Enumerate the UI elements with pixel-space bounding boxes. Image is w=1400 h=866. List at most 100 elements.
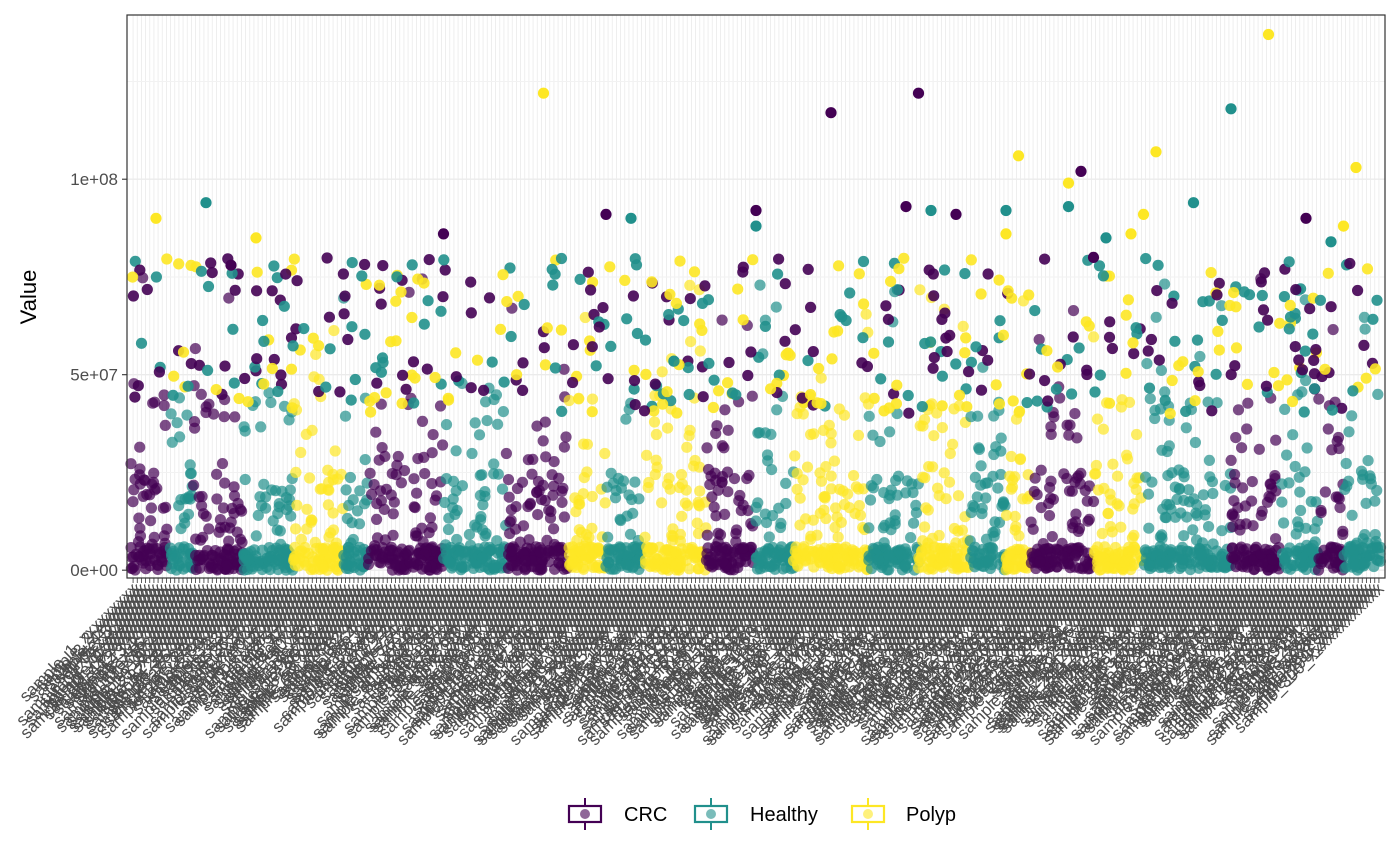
- data-point-healthy: [422, 295, 434, 307]
- data-point-polyp: [868, 392, 880, 404]
- data-point-crc: [1235, 541, 1247, 553]
- data-point-polyp: [586, 490, 598, 503]
- data-point-crc: [483, 292, 496, 304]
- data-point-crc: [1325, 301, 1337, 313]
- data-point-crc: [560, 431, 572, 443]
- data-point-crc: [1255, 276, 1267, 288]
- data-point-healthy: [164, 542, 176, 554]
- data-point-polyp: [820, 512, 832, 525]
- data-point-healthy: [497, 406, 509, 418]
- data-point-polyp: [1102, 507, 1114, 519]
- data-point-polyp: [512, 290, 524, 302]
- data-point-healthy: [1367, 313, 1379, 325]
- data-point-polyp: [935, 542, 947, 554]
- data-point-polyp: [924, 551, 937, 564]
- data-point-healthy: [1311, 515, 1323, 527]
- data-point-polyp: [310, 348, 322, 360]
- data-point-crc: [419, 468, 431, 480]
- data-point-polyp: [667, 530, 679, 543]
- data-point-crc: [439, 264, 451, 276]
- data-point-crc: [134, 469, 146, 481]
- data-point-polyp: [1230, 342, 1243, 354]
- data-point-crc: [532, 475, 545, 488]
- data-point-crc: [1334, 502, 1346, 514]
- data-point-healthy: [339, 410, 352, 422]
- data-point-crc: [228, 481, 240, 493]
- data-point-healthy: [1207, 487, 1219, 500]
- data-point-crc: [1039, 253, 1051, 265]
- data-point-healthy: [442, 523, 455, 536]
- data-point-healthy: [1369, 495, 1381, 507]
- data-point-healthy: [994, 315, 1006, 327]
- data-point-crc: [390, 469, 402, 481]
- data-point-polyp: [681, 500, 694, 512]
- data-point-crc: [1336, 402, 1348, 414]
- data-point-polyp: [1120, 367, 1132, 379]
- data-point-healthy: [359, 328, 371, 340]
- data-point-crc: [903, 407, 915, 419]
- data-point-crc: [975, 384, 988, 396]
- data-point-crc: [541, 534, 553, 547]
- data-point-healthy: [459, 545, 471, 557]
- data-point-polyp: [919, 521, 931, 533]
- data-point-crc: [553, 557, 565, 569]
- data-point-crc: [567, 376, 579, 389]
- data-point-healthy: [997, 498, 1009, 510]
- data-point-healthy: [246, 563, 258, 575]
- data-point-healthy: [774, 521, 787, 534]
- data-point-healthy: [965, 356, 978, 368]
- data-point-polyp: [782, 347, 794, 359]
- data-point-healthy: [1178, 494, 1190, 506]
- data-point-crc: [548, 523, 560, 535]
- data-point-polyp: [1274, 317, 1286, 329]
- data-point-healthy: [1346, 410, 1358, 422]
- data-point-polyp: [858, 298, 870, 310]
- data-point-healthy: [877, 522, 890, 534]
- data-point-polyp: [1281, 374, 1293, 386]
- data-point-crc: [742, 369, 754, 382]
- data-point-healthy: [547, 279, 559, 291]
- data-point-crc: [527, 453, 539, 465]
- data-point-crc: [1236, 442, 1248, 454]
- data-point-healthy: [271, 524, 283, 536]
- data-point-healthy: [280, 504, 293, 516]
- data-point-polyp: [656, 497, 668, 509]
- y-axis-title: Value: [16, 270, 41, 325]
- data-point-polyp: [923, 461, 935, 473]
- data-point-crc: [1289, 341, 1301, 353]
- data-point-crc: [923, 264, 935, 276]
- data-point-polyp: [1005, 483, 1017, 495]
- data-point-crc: [706, 558, 718, 570]
- data-point-crc: [779, 278, 791, 290]
- data-point-healthy: [440, 543, 452, 555]
- data-point-crc: [1193, 376, 1205, 388]
- data-point-polyp: [804, 389, 817, 401]
- data-point-polyp: [944, 548, 956, 560]
- data-point-crc: [1211, 289, 1223, 301]
- data-point-healthy: [518, 298, 530, 311]
- data-point-healthy: [754, 279, 766, 291]
- data-point-crc: [602, 373, 614, 385]
- data-point-crc: [538, 342, 550, 354]
- data-point-healthy: [486, 356, 498, 368]
- data-point-crc: [1247, 520, 1259, 532]
- data-point-polyp: [327, 474, 339, 486]
- data-point-healthy: [1140, 471, 1152, 483]
- data-point-crc: [697, 391, 709, 403]
- data-point-crc: [217, 502, 230, 514]
- data-point-crc: [531, 420, 543, 432]
- data-point-healthy: [878, 537, 890, 549]
- data-point-crc: [127, 290, 139, 302]
- data-point-healthy: [469, 519, 481, 531]
- data-point-crc: [364, 467, 376, 479]
- data-point-healthy: [252, 509, 264, 521]
- data-point-crc: [526, 468, 538, 480]
- data-point-crc: [134, 522, 146, 534]
- data-point-crc: [232, 497, 244, 510]
- data-point-polyp: [961, 401, 973, 413]
- data-point-healthy: [1215, 300, 1228, 312]
- data-point-polyp: [868, 347, 880, 359]
- data-point-polyp: [938, 467, 950, 479]
- data-point-healthy: [975, 460, 987, 472]
- data-point-polyp: [1224, 299, 1236, 312]
